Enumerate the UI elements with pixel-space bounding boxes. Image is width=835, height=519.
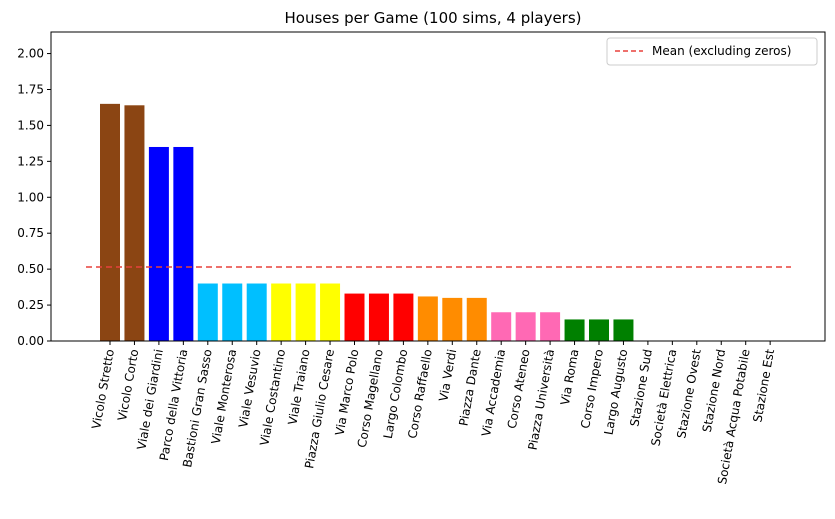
bar [124,105,145,342]
bar [491,312,512,341]
bar [613,319,634,341]
bar [515,312,536,341]
bar [148,146,169,341]
x-tick-label: Corso Raffaello [405,348,435,440]
x-tick-label: Largo Colombo [381,348,411,440]
bar [417,296,438,341]
x-tick-label: Via Roma [558,348,582,406]
x-tick-label: Vicolo Corto [115,348,141,422]
legend-mean-label: Mean (excluding zeros) [652,44,791,58]
legend: Mean (excluding zeros) [606,37,818,66]
bar [246,283,267,341]
y-tick-label: 0.50 [17,262,44,276]
x-tick-label: Stazione Nord [700,348,728,433]
x-tick-label: Largo Augusto [602,348,631,436]
bar [271,283,292,341]
bar [589,319,609,341]
bar [173,146,194,341]
x-tick-label: Stazione Sud [627,348,654,428]
bar [222,283,243,341]
bar [466,297,487,341]
x-tick-label: Stazione Ovest [674,348,704,440]
x-tick-label: Stazione Est [750,348,777,424]
x-tick-label: Vicolo Stretto [89,348,117,430]
bar [540,312,561,341]
y-tick-label: 0.25 [17,298,44,312]
x-tick-label: Viale Costantino [257,348,288,447]
legend-box [606,37,818,66]
bar [344,293,365,341]
plot-frame [50,31,826,342]
y-tick-label: 1.00 [17,190,44,204]
x-tick-label: Viale Monterosa [209,348,239,445]
bar [295,283,316,341]
x-tick-label: Via Marco Polo [332,348,361,437]
y-tick-label: 0.00 [17,334,44,348]
x-tick-label: Via Accademia [479,348,508,437]
bar [442,297,463,341]
bar [197,283,218,341]
y-tick-label: 2.00 [17,47,44,61]
y-tick-label: 1.25 [17,154,44,168]
x-tick-label: Corso Ateneo [505,348,533,430]
x-tick-label: Via Verdi [436,348,459,402]
bar [393,293,414,341]
y-tick-label: 1.50 [17,118,44,132]
bar [100,103,120,341]
x-tick-label: Piazza Dante [456,348,483,427]
x-tick-label: Viale Traiano [285,348,312,426]
chart-title: Houses per Game (100 sims, 4 players) [284,9,581,27]
bar [368,293,389,341]
bar [320,283,341,341]
x-tick-label: Corso Impero [578,348,606,430]
y-tick-label: 1.75 [17,82,44,96]
bar [564,319,585,341]
x-tick-label: Viale Vesuvio [236,348,264,429]
plot-area: 0.00 0.25 0.50 0.75 1.00 1.25 1.50 1.75 2.00 Vico… [17,47,791,485]
y-tick-label: 0.75 [17,226,44,240]
